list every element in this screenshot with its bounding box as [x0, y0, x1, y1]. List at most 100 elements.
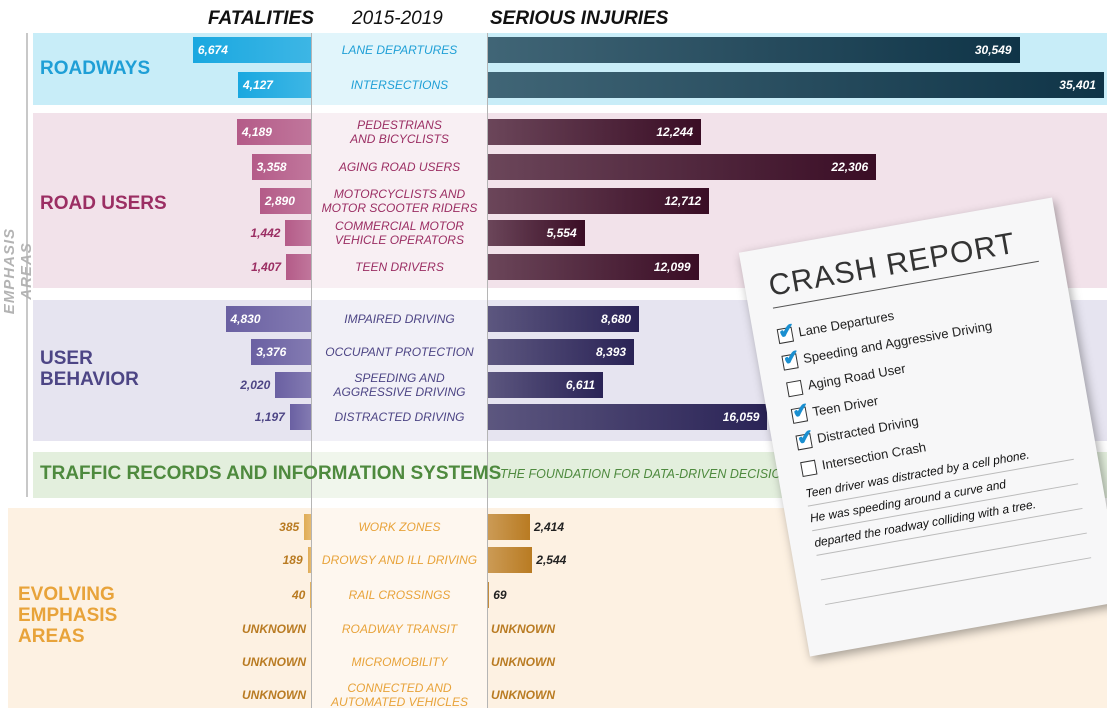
fatality-label: UNKNOWN [242, 688, 306, 702]
fatality-label: 4,127 [242, 78, 273, 92]
injury-label: 12,712 [664, 194, 702, 208]
fatality-bar [275, 372, 311, 398]
injury-label: 2,414 [534, 520, 565, 534]
center-column [311, 33, 488, 708]
fatality-label: 1,442 [250, 226, 281, 240]
fatality-bar [286, 254, 311, 280]
fatality-label: 1,197 [254, 410, 285, 424]
category-label: DROWSY AND ILL DRIVING [321, 553, 478, 567]
fatality-bar [251, 339, 311, 365]
fatality-label: 385 [279, 520, 300, 534]
injury-label: 22,306 [831, 160, 869, 174]
fatality-bar [225, 306, 311, 332]
category-label: MICROMOBILITY [351, 655, 448, 669]
check-mark: ✔ [776, 319, 797, 344]
injury-bar [488, 306, 640, 332]
check-mark: ✔ [795, 425, 816, 451]
injury-label: 8,680 [601, 312, 632, 326]
category-label: RAIL CROSSINGS [348, 588, 451, 602]
fatality-bar [307, 547, 311, 573]
injury-bar [488, 372, 604, 398]
checkbox: ✔ [781, 346, 801, 371]
injury-label: 35,401 [1059, 78, 1096, 92]
fatality-bar [192, 37, 311, 63]
injury-bar [488, 582, 490, 608]
injury-bar [488, 514, 530, 540]
injury-label: 2,544 [536, 553, 567, 567]
injury-label: UNKNOWN [491, 688, 555, 702]
injury-bar [488, 119, 702, 145]
fatality-label: 4,189 [241, 125, 272, 139]
injury-bar [488, 404, 768, 430]
category-label: WORK ZONES [358, 520, 441, 534]
injury-bar [488, 547, 533, 573]
injury-bar [488, 254, 699, 280]
category-label: LANE DEPARTURES [341, 43, 458, 57]
category-label: MOTORCYCLISTS AND MOTOR SCOOTER RIDERS [321, 187, 478, 215]
injury-label: 16,059 [722, 410, 760, 424]
fatality-bar [289, 404, 311, 430]
injury-label: 12,244 [656, 125, 694, 139]
fatality-label: UNKNOWN [242, 622, 306, 636]
injury-label: 12,099 [653, 260, 691, 274]
check-mark: ✔ [781, 345, 802, 371]
group-subtitle: THE FOUNDATION FOR DATA-DRIVEN DECISIONS [500, 467, 799, 481]
group-name: USER BEHAVIOR [40, 348, 139, 390]
injury-label: 8,393 [596, 345, 627, 359]
group-name: TRAFFIC RECORDS AND INFORMATION SYSTEMS [40, 463, 502, 484]
fatality-bar [304, 514, 311, 540]
injury-label: UNKNOWN [491, 655, 555, 669]
side-rule [26, 33, 28, 497]
injury-bar [488, 154, 877, 180]
checkbox [800, 459, 818, 478]
category-label: DISTRACTED DRIVING [334, 410, 465, 424]
header-center: 2015-2019 [352, 8, 443, 29]
category-label: SPEEDING AND AGGRESSIVE DRIVING [333, 371, 466, 399]
fatality-bar [285, 220, 311, 246]
category-label: COMMERCIAL MOTOR VEHICLE OPERATORS [335, 219, 464, 247]
category-label: CONNECTED AND AUTOMATED VEHICLES [331, 681, 468, 709]
group-name: EVOLVING EMPHASIS AREAS [18, 584, 118, 647]
fatality-bar [251, 154, 311, 180]
category-label: INTERSECTIONS [350, 78, 449, 92]
fatality-label: 6,674 [197, 43, 228, 57]
injury-bar [488, 188, 710, 214]
category-label: OCCUPANT PROTECTION [325, 345, 474, 359]
fatality-bar [259, 188, 311, 214]
injury-label: UNKNOWN [491, 622, 555, 636]
injury-label: 6,611 [565, 378, 596, 392]
header-right: SERIOUS INJURIES [490, 8, 669, 29]
injury-bar [488, 72, 1104, 98]
category-label: PEDESTRIANS AND BICYCLISTS [350, 118, 449, 146]
fatality-bar [237, 72, 311, 98]
fatality-bar [236, 119, 311, 145]
injury-label: 30,549 [974, 43, 1012, 57]
fatality-label: 1,407 [251, 260, 282, 274]
checkbox: ✔ [776, 319, 797, 345]
fatality-bar [310, 582, 311, 608]
checkbox [786, 379, 804, 398]
injury-label: 69 [493, 588, 507, 602]
fatality-label: 2,890 [264, 194, 295, 208]
injury-bar [488, 339, 635, 365]
side-label: EMPHASIS AREAS [1, 227, 35, 315]
group-name: ROADWAYS [40, 58, 151, 79]
fatality-label: 40 [291, 588, 306, 602]
checkbox: ✔ [795, 426, 816, 451]
injury-bar [488, 37, 1020, 63]
category-label: TEEN DRIVERS [355, 260, 444, 274]
checkbox: ✔ [791, 399, 811, 424]
check-mark: ✔ [790, 399, 811, 424]
fatality-label: 3,358 [256, 160, 287, 174]
group-name: ROAD USERS [40, 193, 167, 214]
fatality-label: 4,830 [230, 312, 261, 326]
category-label: IMPAIRED DRIVING [344, 312, 455, 326]
header-left: FATALITIES [208, 8, 314, 29]
fatality-label: 189 [282, 553, 303, 567]
injury-label: 5,554 [546, 226, 577, 240]
injury-bar [488, 220, 585, 246]
fatality-label: 3,376 [256, 345, 287, 359]
fatality-label: 2,020 [240, 378, 271, 392]
